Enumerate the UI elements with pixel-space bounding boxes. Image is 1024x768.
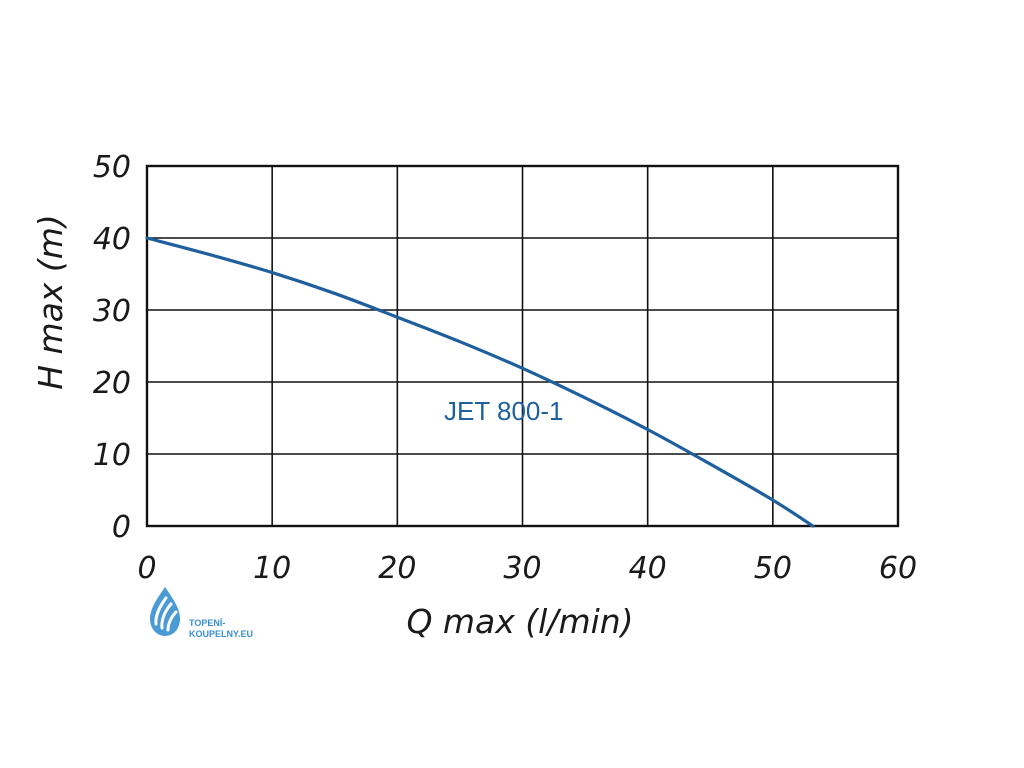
- y-tick-label: 50: [93, 150, 131, 185]
- y-tick-label: 20: [93, 366, 131, 401]
- y-tick-label: 40: [93, 222, 131, 257]
- series-line: [145, 236, 815, 528]
- series-layer: JET 800-1: [145, 236, 815, 528]
- chart-grid: [145, 164, 900, 528]
- watermark-line-2: KOUPELNY.EU: [189, 629, 253, 639]
- y-axis-title: H max (m): [31, 214, 70, 390]
- watermark-line-1: TOPENÍ-: [189, 618, 225, 628]
- y-axis-ticks: 0 10 20 30 40 50: [93, 150, 131, 545]
- x-tick-label: 20: [378, 551, 416, 586]
- x-tick-label: 50: [754, 551, 792, 586]
- x-axis-title: Q max (l/min): [406, 602, 633, 641]
- x-tick-label: 10: [253, 551, 291, 586]
- series-label: JET 800-1: [444, 396, 563, 426]
- x-tick-label: 30: [503, 551, 541, 586]
- plot-frame: [145, 164, 900, 528]
- x-axis-ticks: 0 10 20 30 40 50 60: [137, 551, 917, 586]
- y-tick-label: 30: [93, 294, 131, 329]
- water-drop-logo-icon: [150, 587, 180, 636]
- x-tick-label: 40: [629, 551, 667, 586]
- x-tick-label: 0: [137, 551, 156, 586]
- watermark-logo: TOPENÍ- KOUPELNY.EU: [150, 587, 253, 639]
- y-tick-label: 10: [93, 438, 131, 473]
- y-tick-label: 0: [112, 510, 131, 545]
- x-tick-label: 60: [879, 551, 917, 586]
